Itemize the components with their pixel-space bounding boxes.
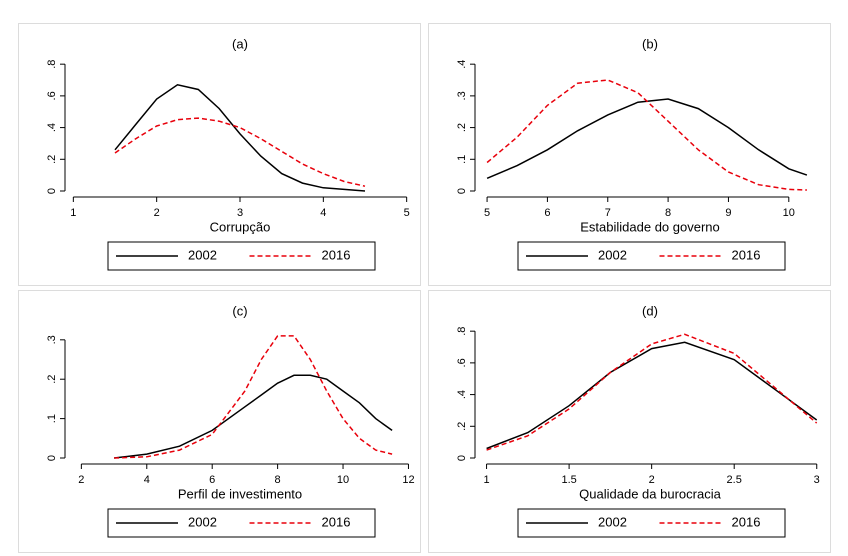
legend-label: 2002 [598, 247, 627, 262]
y-tick-label: .3 [46, 335, 58, 344]
y-tick-label: 0 [46, 188, 58, 194]
y-tick-label: .3 [456, 91, 468, 100]
x-tick-label: 9 [725, 207, 731, 219]
x-tick-label: 3 [814, 474, 820, 486]
y-tick-label: .4 [46, 123, 58, 132]
x-axis-label: Perfil de investimento [178, 486, 302, 501]
x-tick-label: 7 [605, 207, 611, 219]
y-tick-label: .4 [456, 60, 468, 69]
panel-title: (c) [232, 303, 247, 318]
x-tick-label: 1 [483, 474, 489, 486]
panel-title: (b) [642, 36, 658, 51]
panel-title: (a) [232, 36, 248, 51]
y-tick-label: .2 [46, 375, 58, 384]
x-tick-label: 1 [70, 207, 76, 219]
x-tick-label: 8 [665, 207, 671, 219]
x-tick-label: 2.5 [727, 474, 742, 486]
x-tick-label: 1.5 [561, 474, 576, 486]
density-line [486, 79, 807, 191]
y-tick-label: .1 [456, 155, 468, 164]
density-line [114, 374, 393, 459]
density-line [114, 83, 366, 192]
density-line [486, 341, 818, 450]
panel-border [428, 23, 831, 286]
x-axis-label: Qualidade da burocracia [579, 486, 721, 501]
legend-box [107, 508, 376, 538]
x-tick-label: 2 [154, 207, 160, 219]
y-tick-label: 0 [46, 455, 58, 461]
y-tick-label: .8 [46, 60, 58, 69]
legend-label: 2016 [322, 247, 351, 262]
panel-border [18, 23, 421, 286]
x-tick-label: 2 [649, 474, 655, 486]
x-axis-label: Estabilidade do governo [580, 219, 720, 234]
panel-border [428, 290, 831, 553]
y-tick-label: .8 [456, 327, 468, 336]
y-tick-label: .2 [456, 123, 468, 132]
x-tick-label: 5 [404, 207, 410, 219]
x-tick-label: 2 [78, 474, 84, 486]
y-tick-label: .6 [456, 358, 468, 367]
x-tick-label: 4 [144, 474, 150, 486]
panel-title: (d) [642, 303, 658, 318]
x-tick-label: 3 [237, 207, 243, 219]
legend-box [517, 241, 786, 271]
panel: (a) 0 .2 .4 .6 .8 1 2 3 4 5 Corrupção 2002 2016 [18, 23, 421, 286]
x-axis-label: Corrupção [210, 219, 271, 234]
y-tick-label: .2 [46, 155, 58, 164]
y-tick-label: 0 [456, 455, 468, 461]
y-tick-label: .1 [46, 414, 58, 423]
x-tick-label: 6 [209, 474, 215, 486]
x-tick-label: 5 [484, 207, 490, 219]
panel: (c) 0 .1 .2 .3 2 4 6 8 10 12 Perfil de investimento… [18, 290, 421, 553]
legend-label: 2016 [732, 514, 761, 529]
density-line [114, 335, 393, 459]
y-tick-label: .6 [46, 91, 58, 100]
density-line [114, 117, 366, 187]
x-tick-label: 6 [544, 207, 550, 219]
x-tick-label: 10 [783, 207, 795, 219]
legend-label: 2016 [322, 514, 351, 529]
x-tick-label: 10 [337, 474, 349, 486]
y-tick-label: 0 [456, 188, 468, 194]
legend-label: 2002 [188, 514, 217, 529]
x-tick-label: 8 [275, 474, 281, 486]
legend-label: 2002 [188, 247, 217, 262]
x-tick-label: 12 [402, 474, 414, 486]
panel-border [18, 290, 421, 553]
panel: (d) 0 .2 .4 .6 .8 1 1.5 2 2.5 3 Qualidade da burocr… [428, 290, 831, 553]
density-line [486, 98, 808, 179]
density-line [486, 333, 818, 451]
legend-label: 2002 [598, 514, 627, 529]
panel: (b) 0 .1 .2 .3 .4 5 6 7 8 9 10 Estabilidade do gover… [428, 23, 831, 286]
y-tick-label: .4 [456, 390, 468, 399]
x-tick-label: 4 [320, 207, 326, 219]
legend-label: 2016 [732, 247, 761, 262]
y-tick-label: .2 [456, 422, 468, 431]
